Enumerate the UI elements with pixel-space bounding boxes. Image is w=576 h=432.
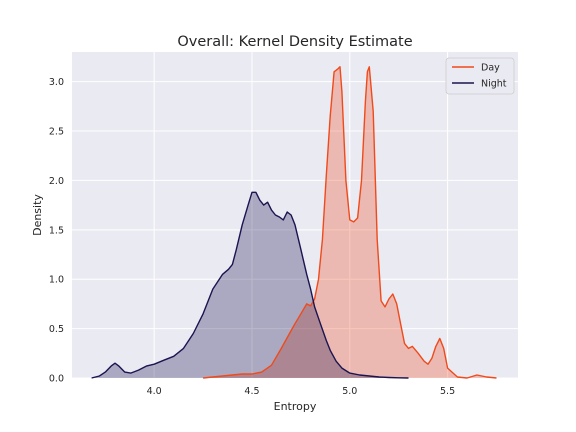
x-tick-labels: 4.0 4.5 5.0 5.5 [147, 386, 456, 397]
legend-label-night: Night [481, 79, 507, 90]
y-tick-label: 1.0 [49, 275, 64, 286]
x-tick-label: 4.0 [147, 386, 162, 397]
y-axis-label: Density [31, 194, 44, 236]
y-tick-label: 1.5 [49, 225, 64, 236]
night-density-area [91, 192, 409, 378]
y-tick-label: 3.0 [49, 77, 64, 88]
y-tick-label: 2.0 [49, 176, 64, 187]
chart-title: Overall: Kernel Density Estimate [177, 34, 412, 50]
x-tick-label: 4.5 [244, 386, 259, 397]
legend: Day Night [445, 57, 515, 95]
x-tick-label: 5.0 [342, 386, 357, 397]
x-axis-label: Entropy [274, 400, 317, 413]
y-tick-labels: 0.0 0.5 1.0 1.5 2.0 2.5 3.0 [49, 77, 64, 384]
y-tick-label: 0.5 [49, 324, 64, 335]
y-tick-label: 2.5 [49, 127, 64, 138]
x-tick-label: 5.5 [440, 386, 455, 397]
y-tick-label: 0.0 [49, 374, 64, 385]
day-density-area [203, 66, 497, 379]
density-areas [91, 66, 497, 379]
night-density-line [91, 191, 409, 379]
day-density-line [203, 66, 497, 379]
legend-label-day: Day [481, 63, 500, 74]
density-lines [91, 66, 497, 379]
